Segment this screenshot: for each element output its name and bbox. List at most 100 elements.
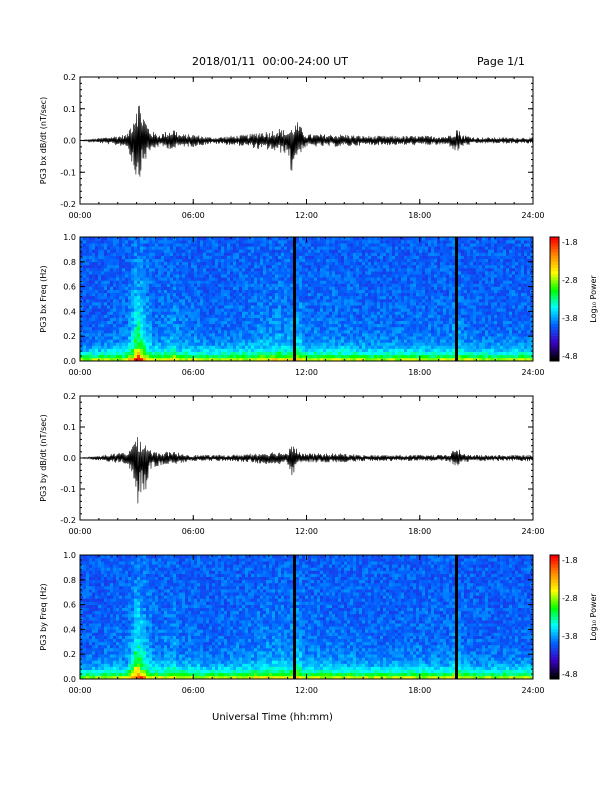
spectrogram-cell bbox=[101, 345, 105, 349]
spectrogram-cell bbox=[350, 354, 354, 359]
spectrogram-cell bbox=[278, 345, 282, 349]
spectrogram-cell bbox=[440, 268, 444, 272]
spectrogram-cell bbox=[443, 305, 447, 309]
spectrogram-cell bbox=[194, 354, 198, 359]
spectrogram-cell bbox=[185, 345, 189, 349]
spectrogram-cell bbox=[269, 339, 273, 343]
spectrogram-cell bbox=[209, 326, 213, 331]
spectrogram-cell bbox=[296, 323, 300, 328]
spectrogram-cell bbox=[236, 246, 240, 250]
spectrogram-cell bbox=[440, 339, 444, 343]
spectrogram-cell bbox=[284, 249, 288, 253]
spectrogram-cell bbox=[185, 252, 189, 256]
spectrogram-cell bbox=[377, 252, 381, 256]
spectrogram-cell bbox=[269, 280, 273, 284]
spectrogram-cell bbox=[284, 357, 288, 362]
spectrogram-cell bbox=[113, 308, 117, 312]
spectrogram-cell bbox=[113, 258, 117, 263]
spectrogram-cell bbox=[419, 336, 423, 340]
spectrogram-cell bbox=[146, 292, 150, 297]
spectrogram-cell bbox=[173, 268, 177, 272]
spectrogram-cell bbox=[398, 330, 402, 334]
spectrogram-cell bbox=[95, 246, 99, 250]
spectrogram-cell bbox=[245, 336, 249, 340]
spectrogram-cell bbox=[416, 323, 420, 328]
spectrogram-cell bbox=[329, 264, 333, 269]
spectrogram-cell bbox=[275, 252, 279, 256]
spectrogram-cell bbox=[125, 283, 129, 287]
spectrogram-cell bbox=[206, 323, 210, 328]
spectrogram-cell bbox=[185, 308, 189, 312]
spectrogram-cell bbox=[434, 317, 438, 321]
spectrogram-cell bbox=[266, 271, 270, 275]
spectrogram-cell bbox=[434, 240, 438, 244]
spectrogram-cell bbox=[212, 333, 216, 337]
spectrogram-cell bbox=[371, 311, 375, 315]
spectrogram-cell bbox=[356, 243, 360, 247]
spectrogram-cell bbox=[401, 271, 405, 275]
spectrogram-cell bbox=[95, 280, 99, 284]
spectrogram-cell bbox=[122, 246, 126, 250]
spectrogram-cell bbox=[347, 348, 351, 352]
spectrogram-cell bbox=[416, 274, 420, 278]
spectrogram-cell bbox=[413, 261, 417, 266]
spectrogram-cell bbox=[389, 246, 393, 250]
spectrogram-cell bbox=[377, 249, 381, 253]
spectrogram-cell bbox=[347, 302, 351, 306]
spectrogram-cell bbox=[152, 333, 156, 337]
spectrogram-cell bbox=[218, 274, 222, 278]
spectrogram-cell bbox=[350, 255, 354, 259]
spectrogram-cell bbox=[410, 336, 414, 340]
spectrogram-cell bbox=[131, 292, 135, 297]
spectrogram-cell bbox=[365, 354, 369, 359]
spectrogram-cell bbox=[89, 308, 93, 312]
spectrogram-cell bbox=[221, 274, 225, 278]
spectrogram-cell bbox=[212, 249, 216, 253]
spectrogram-cell bbox=[293, 264, 297, 269]
spectrogram-cell bbox=[257, 342, 261, 346]
spectrogram-cell bbox=[95, 323, 99, 328]
spectrogram-cell bbox=[356, 264, 360, 269]
spectrogram-cell bbox=[209, 299, 213, 303]
y-tick-label: -0.2 bbox=[60, 200, 76, 209]
spectrogram-cell bbox=[215, 280, 219, 284]
spectrogram-cell bbox=[233, 302, 237, 306]
spectrogram-cell bbox=[155, 342, 159, 346]
spectrogram-cell bbox=[113, 345, 117, 349]
spectrogram-cell bbox=[170, 280, 174, 284]
spectrogram-cell bbox=[428, 348, 432, 352]
spectrogram-cell bbox=[179, 342, 183, 346]
spectrogram-cell bbox=[398, 339, 402, 343]
spectrogram-cell bbox=[425, 237, 429, 241]
spectrogram-cell bbox=[404, 271, 408, 275]
spectrogram-cell bbox=[437, 292, 441, 297]
spectrogram-cell bbox=[230, 261, 234, 266]
spectrogram-cell bbox=[362, 261, 366, 266]
spectrogram-cell bbox=[431, 336, 435, 340]
spectrogram-cell bbox=[155, 351, 159, 356]
spectrogram-cell bbox=[284, 277, 288, 281]
spectrogram-cell bbox=[221, 351, 225, 356]
spectrogram-cell bbox=[302, 302, 306, 306]
spectrogram-cell bbox=[401, 330, 405, 334]
spectrogram-cell bbox=[122, 243, 126, 247]
spectrogram-cell bbox=[209, 292, 213, 297]
spectrogram-cell bbox=[182, 243, 186, 247]
spectrogram-cell bbox=[377, 333, 381, 337]
spectrogram-cell bbox=[362, 351, 366, 356]
spectrogram-cell bbox=[203, 320, 207, 325]
spectrogram-cell bbox=[401, 311, 405, 315]
spectrogram-cell bbox=[191, 308, 195, 312]
spectrogram-cell bbox=[215, 345, 219, 349]
spectrogram-cell bbox=[419, 320, 423, 325]
spectrogram-cell bbox=[362, 246, 366, 250]
spectrogram-cell bbox=[326, 311, 330, 315]
spectrogram-cell bbox=[89, 323, 93, 328]
spectrogram-cell bbox=[185, 264, 189, 269]
spectrogram-cell bbox=[206, 264, 210, 269]
spectrogram-cell bbox=[197, 274, 201, 278]
spectrogram-cell bbox=[311, 258, 315, 263]
spectrogram-cell bbox=[443, 308, 447, 312]
spectrogram-cell bbox=[227, 277, 231, 281]
spectrogram-cell bbox=[302, 274, 306, 278]
